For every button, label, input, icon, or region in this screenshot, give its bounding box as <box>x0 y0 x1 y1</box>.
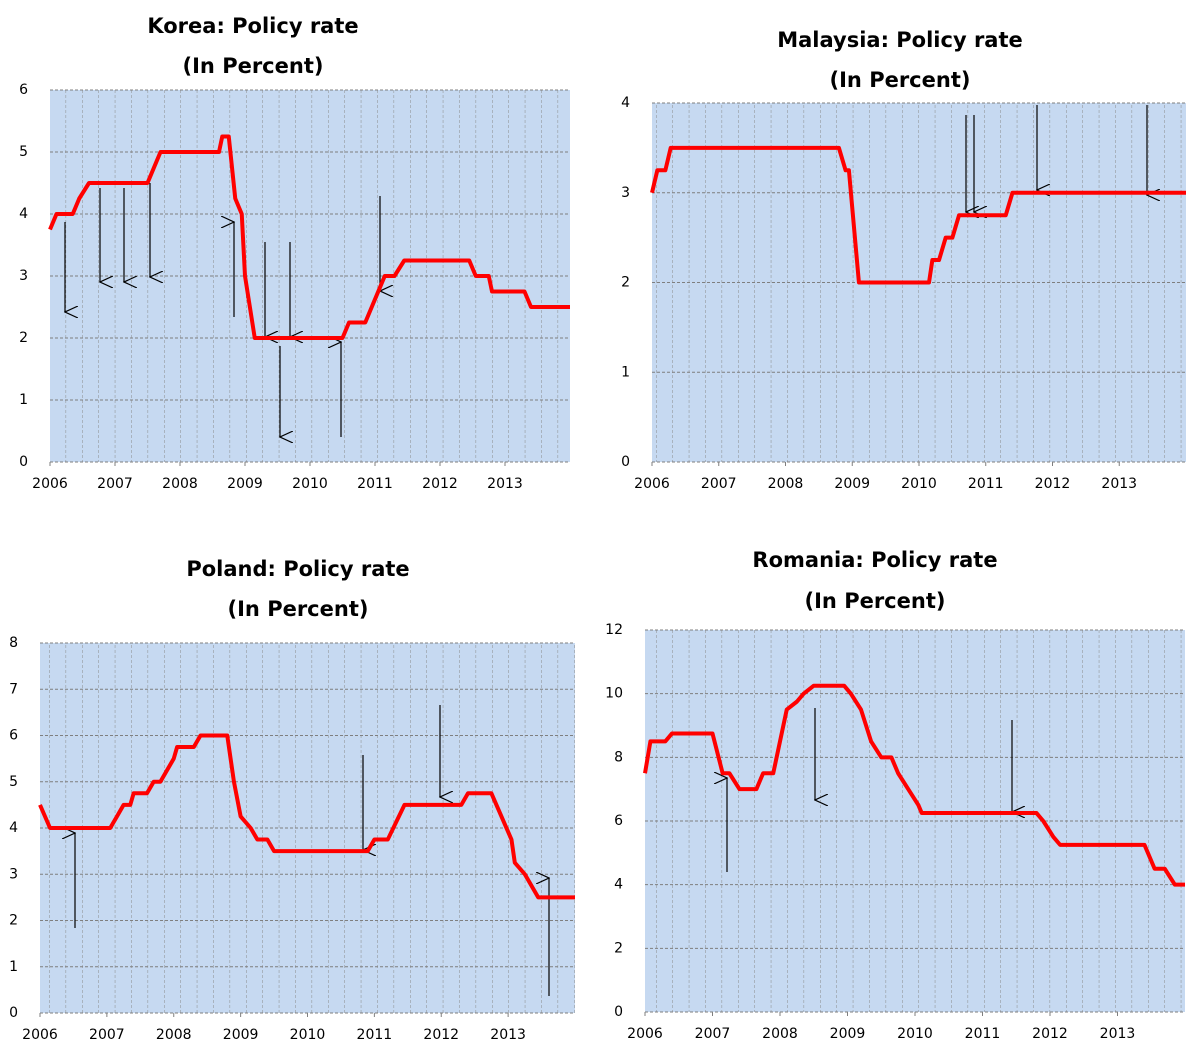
y-tick-label: 7 <box>9 681 18 697</box>
x-tick-label: 2013 <box>1100 1026 1136 1042</box>
y-tick-label: 1 <box>621 364 630 380</box>
y-tick-label: 3 <box>621 185 630 201</box>
x-tick-label: 2009 <box>227 476 263 492</box>
x-tick-label: 2007 <box>89 1027 125 1043</box>
chart-subtitle: (In Percent) <box>228 597 369 621</box>
x-tick-label: 2010 <box>290 1027 326 1043</box>
x-tick-label: 2013 <box>487 476 523 492</box>
x-tick-label: 2009 <box>830 1026 866 1042</box>
y-tick-label: 10 <box>605 686 623 702</box>
x-tick-label: 2013 <box>490 1027 526 1043</box>
chart-title: Romania: Policy rate <box>752 548 997 572</box>
chart-subtitle: (In Percent) <box>830 68 971 92</box>
x-tick-label: 2010 <box>292 476 328 492</box>
y-tick-label: 4 <box>19 206 28 222</box>
x-tick-label: 2007 <box>97 476 133 492</box>
x-tick-label: 2006 <box>22 1027 58 1043</box>
panel: Poland: Policy rate (In Percent) 0 1 2 3 4 5 6 7 8… <box>9 557 575 1043</box>
y-tick-label: 6 <box>9 728 18 744</box>
x-tick-label: 2012 <box>423 1027 459 1043</box>
y-tick-label: 3 <box>19 268 28 284</box>
panel: Korea: Policy rate (In Percent) 0 1 2 3 4 5 6 200… <box>19 14 570 492</box>
x-tick-label: 2008 <box>156 1027 192 1043</box>
x-tick-label: 2007 <box>701 476 737 492</box>
x-tick-label: 2010 <box>901 476 937 492</box>
data-line <box>48 134 570 340</box>
x-tick-label: 2008 <box>162 476 198 492</box>
y-tick-label: 2 <box>621 275 630 291</box>
y-tick-label: 0 <box>19 454 28 470</box>
y-tick-label: 4 <box>621 95 630 111</box>
x-tick-label: 2011 <box>357 476 393 492</box>
y-tick-label: 8 <box>9 635 18 651</box>
y-tick-label: 6 <box>614 813 623 829</box>
y-tick-label: 2 <box>9 913 18 929</box>
x-tick-label: 2008 <box>762 1026 798 1042</box>
chart-title: Malaysia: Policy rate <box>777 28 1023 52</box>
x-tick-label: 2006 <box>634 476 670 492</box>
y-tick-label: 3 <box>9 866 18 882</box>
y-tick-label: 0 <box>621 454 630 470</box>
chart-title: Poland: Policy rate <box>186 557 409 581</box>
x-tick-label: 2012 <box>1035 476 1071 492</box>
chart-title: Korea: Policy rate <box>147 14 358 38</box>
x-tick-label: 2007 <box>695 1026 731 1042</box>
y-tick-label: 2 <box>614 940 623 956</box>
x-tick-label: 2011 <box>968 476 1004 492</box>
y-tick-label: 1 <box>9 959 18 975</box>
x-tick-label: 2010 <box>897 1026 933 1042</box>
panel: Malaysia: Policy rate (In Percent) 0 1 2 3 4 20… <box>621 28 1186 492</box>
y-tick-label: 8 <box>614 749 623 765</box>
y-tick-label: 0 <box>9 1005 18 1021</box>
x-tick-label: 2009 <box>834 476 870 492</box>
panel: Romania: Policy rate (In Percent) 0 2 4 6 8 10 1… <box>605 548 1185 1042</box>
x-tick-label: 2013 <box>1101 476 1137 492</box>
y-tick-label: 2 <box>19 330 28 346</box>
chart-subtitle: (In Percent) <box>183 54 324 78</box>
y-tick-label: 0 <box>614 1004 623 1020</box>
y-tick-label: 5 <box>9 774 18 790</box>
x-tick-label: 2011 <box>357 1027 393 1043</box>
y-tick-label: 4 <box>614 877 623 893</box>
x-tick-label: 2012 <box>1032 1026 1068 1042</box>
y-tick-label: 6 <box>19 82 28 98</box>
x-tick-label: 2012 <box>422 476 458 492</box>
x-tick-label: 2008 <box>768 476 804 492</box>
y-tick-label: 12 <box>605 622 623 638</box>
x-tick-label: 2006 <box>32 476 68 492</box>
chart-subtitle: (In Percent) <box>805 589 946 613</box>
x-tick-label: 2009 <box>223 1027 259 1043</box>
y-tick-label: 4 <box>9 820 18 836</box>
data-line <box>643 683 1185 887</box>
data-line <box>38 733 575 900</box>
y-tick-label: 5 <box>19 144 28 160</box>
data-line <box>650 145 1186 285</box>
x-tick-label: 2006 <box>627 1026 663 1042</box>
y-tick-label: 1 <box>19 392 28 408</box>
x-tick-label: 2011 <box>965 1026 1001 1042</box>
